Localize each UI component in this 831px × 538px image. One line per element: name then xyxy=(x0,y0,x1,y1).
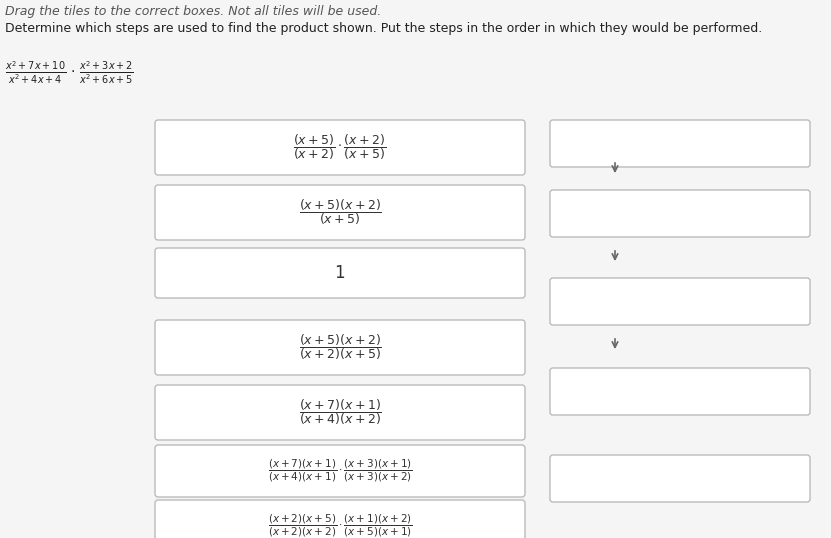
FancyBboxPatch shape xyxy=(155,120,525,175)
Text: $\dfrac{(x+2)(x+5)}{(x+2)(x+2)} \cdot \dfrac{(x+1)(x+2)}{(x+5)(x+1)}$: $\dfrac{(x+2)(x+5)}{(x+2)(x+2)} \cdot \d… xyxy=(268,513,412,538)
Text: Drag the tiles to the correct boxes. Not all tiles will be used.: Drag the tiles to the correct boxes. Not… xyxy=(5,5,381,18)
Text: $\frac{x^2+7x+10}{x^2+4x+4}$ $\cdot$ $\frac{x^2+3x+2}{x^2+6x+5}$: $\frac{x^2+7x+10}{x^2+4x+4}$ $\cdot$ $\f… xyxy=(5,60,134,86)
FancyBboxPatch shape xyxy=(550,368,810,415)
FancyBboxPatch shape xyxy=(550,278,810,325)
FancyBboxPatch shape xyxy=(155,500,525,538)
Text: $\dfrac{(x+5)(x+2)}{(x+2)(x+5)}$: $\dfrac{(x+5)(x+2)}{(x+2)(x+5)}$ xyxy=(298,332,381,363)
FancyBboxPatch shape xyxy=(155,320,525,375)
FancyBboxPatch shape xyxy=(550,120,810,167)
Text: $\dfrac{(x+5)}{(x+2)} \cdot \dfrac{(x+2)}{(x+5)}$: $\dfrac{(x+5)}{(x+2)} \cdot \dfrac{(x+2)… xyxy=(293,132,386,162)
Text: Determine which steps are used to find the product shown. Put the steps in the o: Determine which steps are used to find t… xyxy=(5,22,762,35)
FancyBboxPatch shape xyxy=(550,455,810,502)
FancyBboxPatch shape xyxy=(155,385,525,440)
FancyBboxPatch shape xyxy=(550,190,810,237)
Text: $\dfrac{(x+5)(x+2)}{(x+5)}$: $\dfrac{(x+5)(x+2)}{(x+5)}$ xyxy=(298,197,381,228)
FancyBboxPatch shape xyxy=(155,248,525,298)
FancyBboxPatch shape xyxy=(155,185,525,240)
Text: $\dfrac{(x+7)(x+1)}{(x+4)(x+1)} \cdot \dfrac{(x+3)(x+1)}{(x+3)(x+2)}$: $\dfrac{(x+7)(x+1)}{(x+4)(x+1)} \cdot \d… xyxy=(268,458,412,484)
Text: $\dfrac{(x+7)(x+1)}{(x+4)(x+2)}$: $\dfrac{(x+7)(x+1)}{(x+4)(x+2)}$ xyxy=(298,398,381,428)
FancyBboxPatch shape xyxy=(155,445,525,497)
Text: $1$: $1$ xyxy=(334,264,346,282)
